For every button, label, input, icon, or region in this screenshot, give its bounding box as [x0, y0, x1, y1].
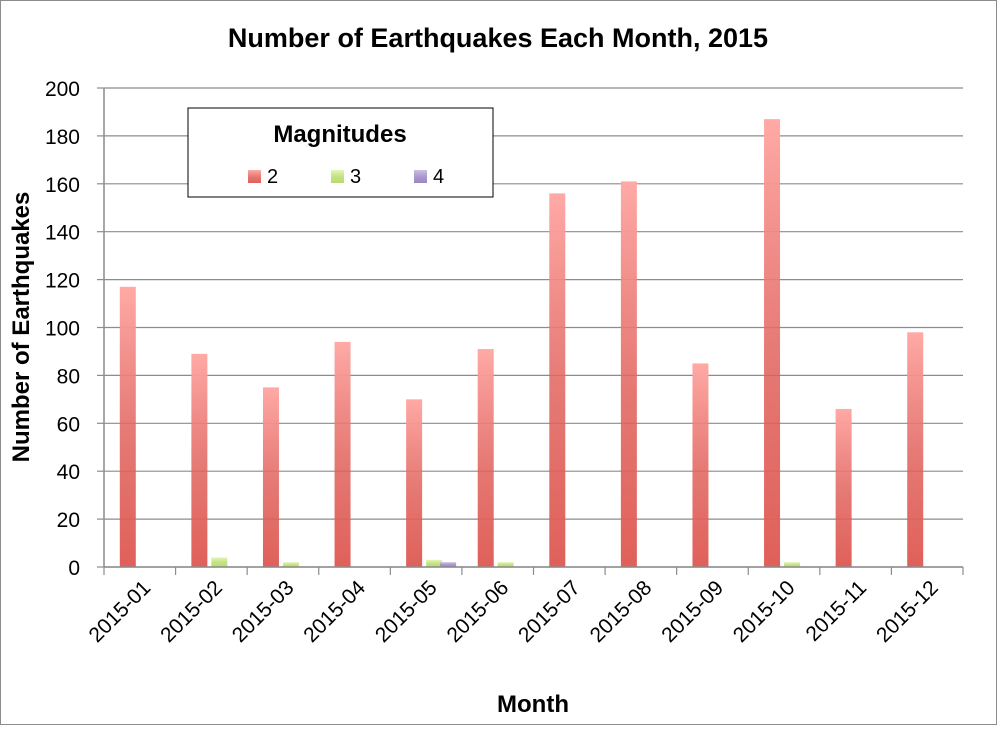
y-tick-label: 40	[57, 461, 80, 484]
bar-mag3-2015-10	[784, 562, 801, 567]
bar-mag2-2015-02	[191, 353, 208, 567]
bar-mag2-2015-03	[262, 387, 279, 567]
bar-mag2-2015-04	[334, 341, 351, 567]
y-tick-label: 200	[45, 78, 80, 101]
bar-mag2-2015-12	[907, 332, 924, 567]
x-tick-label: 2015-06	[442, 576, 513, 647]
y-tick-label: 100	[45, 318, 80, 341]
bar-mag4-2015-05	[440, 562, 457, 567]
y-tick-label: 180	[45, 126, 80, 149]
x-tick-label: 2015-11	[801, 576, 871, 646]
y-tick-label: 0	[68, 557, 80, 580]
legend-swatch-3	[331, 170, 344, 183]
x-tick-label: 2015-10	[729, 576, 800, 647]
chart-title: Number of Earthquakes Each Month, 2015	[228, 23, 768, 53]
x-axis-ticks: 2015-01 2015-02 2015-03 2015-04 2015-05 2015-…	[85, 567, 964, 647]
x-tick-label: 2015-01	[85, 576, 156, 647]
x-tick-label: 2015-07	[514, 576, 585, 647]
x-tick-label: 2015-08	[586, 576, 657, 647]
legend: Magnitudes 2 3 4	[187, 107, 494, 198]
legend-label-3: 3	[350, 166, 361, 188]
bar-mag2-2015-06	[477, 349, 494, 567]
bar-mag2-2015-10	[764, 119, 781, 567]
y-tick-label: 120	[45, 270, 80, 293]
bar-mag3-2015-06	[497, 562, 514, 567]
y-tick-label: 60	[57, 413, 80, 436]
legend-swatch-2	[248, 170, 261, 183]
gridlines	[104, 87, 963, 568]
bar-mag2-2015-01	[119, 286, 136, 567]
bar-mag2-2015-09	[692, 363, 709, 567]
x-tick-label: 2015-12	[872, 576, 943, 647]
bar-mag2-2015-11	[835, 408, 852, 567]
bar-mag3-2015-02	[211, 557, 228, 567]
x-tick-label: 2015-05	[371, 576, 442, 647]
x-tick-label: 2015-09	[657, 576, 728, 647]
x-axis-label: Month	[497, 691, 569, 718]
bar-mag2-2015-08	[620, 181, 637, 567]
bar-mag2-2015-05	[406, 399, 423, 567]
x-tick-label: 2015-03	[228, 576, 299, 647]
y-tick-label: 140	[45, 222, 80, 245]
bars	[119, 119, 924, 567]
legend-label-4: 4	[433, 166, 444, 188]
y-tick-label: 20	[57, 509, 80, 532]
y-axis-ticks: 0 20 40 60 80 100 120 140 160 180 200	[45, 78, 104, 580]
legend-swatch-4	[414, 170, 427, 183]
legend-label-2: 2	[267, 166, 278, 188]
legend-title: Magnitudes	[273, 121, 406, 148]
y-tick-label: 160	[45, 174, 80, 197]
y-tick-label: 80	[57, 365, 80, 388]
bar-mag3-2015-05	[426, 559, 443, 567]
y-axis-label: Number of Earthquakes	[8, 192, 35, 463]
x-tick-label: 2015-02	[156, 576, 227, 647]
bar-mag2-2015-07	[549, 193, 566, 567]
x-tick-label: 2015-04	[299, 576, 370, 647]
bar-mag3-2015-03	[282, 562, 299, 567]
